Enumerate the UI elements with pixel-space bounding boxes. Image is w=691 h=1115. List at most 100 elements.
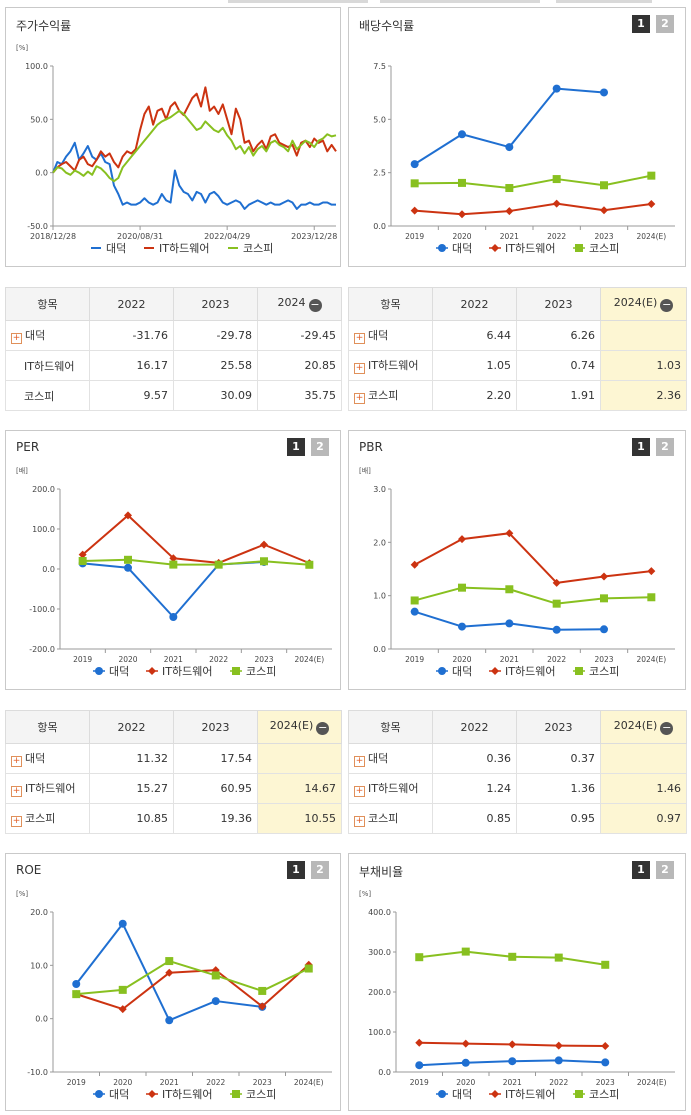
table-row: + 대덕 -31.76 -29.78 -29.45 <box>5 320 342 351</box>
series-line <box>82 558 310 566</box>
y-unit-label: [%] <box>16 890 28 898</box>
toggle-1-button[interactable]: 1 <box>632 15 650 33</box>
value-cell: 1.46 <box>600 773 687 804</box>
debt-ratio-chart: [%] 0.0 100.0 200.0 300.0 400.0 2019 2020 2021 20… <box>359 890 675 1101</box>
data-point-marker <box>575 667 583 675</box>
value-cell: 0.37 <box>516 743 601 774</box>
data-point-marker <box>410 596 419 605</box>
data-point-marker <box>647 593 656 602</box>
header-year-2024e: 2024(E) − <box>600 287 687 321</box>
x-tick-label: 2023 <box>596 1078 615 1087</box>
plus-icon[interactable]: + <box>354 363 365 374</box>
toggle-2-button[interactable]: 2 <box>656 861 674 879</box>
toggle-2-button[interactable]: 2 <box>656 15 674 33</box>
y-tick-label: 2.5 <box>373 169 386 178</box>
plus-icon[interactable]: + <box>11 756 22 767</box>
value-cell: 10.85 <box>89 803 174 834</box>
value-cell: 60.95 <box>173 773 258 804</box>
toggle-1-button[interactable]: 1 <box>287 861 305 879</box>
data-point-marker <box>554 953 563 962</box>
row-name-cell[interactable]: + IT하드웨어 <box>348 773 433 804</box>
y-tick-label: 5.0 <box>373 115 386 124</box>
series-daeduk <box>410 84 608 169</box>
plus-icon[interactable]: + <box>354 333 365 344</box>
series-line <box>76 960 310 996</box>
row-name-cell[interactable]: + 대덕 <box>5 743 90 774</box>
row-name-cell[interactable]: + 코스피 <box>348 380 433 411</box>
row-name: 코스피 <box>25 812 56 825</box>
legend-label: 코스피 <box>246 665 276 678</box>
plus-icon[interactable]: + <box>354 786 365 797</box>
minus-circle-icon[interactable]: − <box>308 298 322 312</box>
x-tick-label: 2024(E) <box>636 655 666 664</box>
minus-circle-icon[interactable]: − <box>660 721 674 735</box>
row-name-cell[interactable]: + IT하드웨어 <box>348 350 433 381</box>
row-name: IT하드웨어 <box>25 782 76 795</box>
data-point-marker <box>647 200 656 209</box>
data-point-marker <box>552 625 561 634</box>
series-kospi <box>52 109 337 183</box>
y-tick-label: 1.0 <box>373 592 386 601</box>
table-row: + IT하드웨어 1.05 0.74 1.03 <box>348 350 687 381</box>
legend-label: IT하드웨어 <box>505 241 555 255</box>
row-name: 대덕 <box>368 752 389 765</box>
data-point-marker <box>438 667 446 675</box>
plus-icon[interactable]: + <box>11 333 22 344</box>
toggle-1-button[interactable]: 1 <box>632 438 650 456</box>
x-tick-label: 2020 <box>118 655 137 664</box>
plus-icon[interactable]: + <box>11 816 22 827</box>
table-row: IT하드웨어 16.17 25.58 20.85 <box>5 350 342 381</box>
toggle-1-button[interactable]: 1 <box>287 438 305 456</box>
toggle-2-button[interactable]: 2 <box>656 438 674 456</box>
header-year-2024e: 2024(E) − <box>257 710 342 744</box>
data-point-marker <box>211 997 220 1006</box>
value-cell: 0.95 <box>516 803 601 834</box>
row-name-cell[interactable]: + 대덕 <box>348 743 433 774</box>
series-daeduk <box>72 919 267 1025</box>
value-cell: 2.36 <box>600 380 687 411</box>
minus-circle-icon[interactable]: − <box>660 298 674 312</box>
value-cell <box>600 320 687 351</box>
y-tick-label: 300.0 <box>368 948 391 957</box>
data-point-marker <box>461 947 470 956</box>
value-cell: 25.58 <box>173 350 258 381</box>
plus-icon[interactable]: + <box>11 786 22 797</box>
data-point-marker <box>410 560 419 569</box>
plus-icon[interactable]: + <box>354 816 365 827</box>
series-line <box>414 87 605 165</box>
data-point-marker <box>505 207 514 216</box>
data-point-marker <box>410 179 419 188</box>
y-tick-label: 0.0 <box>35 169 48 178</box>
data-point-marker <box>260 557 268 566</box>
row-name-cell[interactable]: + 대덕 <box>5 320 90 351</box>
row-name-cell[interactable]: + 대덕 <box>348 320 433 351</box>
table-row: + 대덕 11.32 17.54 <box>5 743 342 774</box>
row-name-cell[interactable]: + IT하드웨어 <box>5 773 90 804</box>
y-tick-label: -10.0 <box>27 1068 48 1077</box>
toggle-2-button[interactable]: 2 <box>311 861 329 879</box>
data-point-marker <box>258 986 267 995</box>
panel-title: ROE <box>16 863 42 877</box>
header-year: 2022 <box>89 287 174 321</box>
data-point-marker <box>458 210 466 219</box>
header-year: 2023 <box>173 287 258 321</box>
toggle-2-button[interactable]: 2 <box>311 438 329 456</box>
header-year: 2023 <box>516 710 601 744</box>
plus-icon[interactable]: + <box>354 756 365 767</box>
header-item: 항목 <box>348 287 433 321</box>
row-name-cell: 코스피 <box>5 380 90 411</box>
row-name-cell[interactable]: + 코스피 <box>5 803 90 834</box>
series-line <box>82 560 265 618</box>
plus-icon[interactable]: + <box>354 393 365 404</box>
legend-label: IT하드웨어 <box>162 664 212 678</box>
x-tick-label: 2023/12/28 <box>291 232 337 241</box>
value-cell: 17.54 <box>173 743 258 774</box>
x-tick-label: 2022 <box>547 232 566 241</box>
table-header-row: 항목 2022 2023 2024(E) − <box>5 710 342 744</box>
toggle-1-button[interactable]: 1 <box>632 861 650 879</box>
header-year-label: 2024(E) <box>613 296 658 309</box>
row-name-cell[interactable]: + 코스피 <box>348 803 433 834</box>
y-tick-label: 10.0 <box>30 961 48 970</box>
minus-circle-icon[interactable]: − <box>316 721 330 735</box>
data-point-marker <box>165 968 174 977</box>
